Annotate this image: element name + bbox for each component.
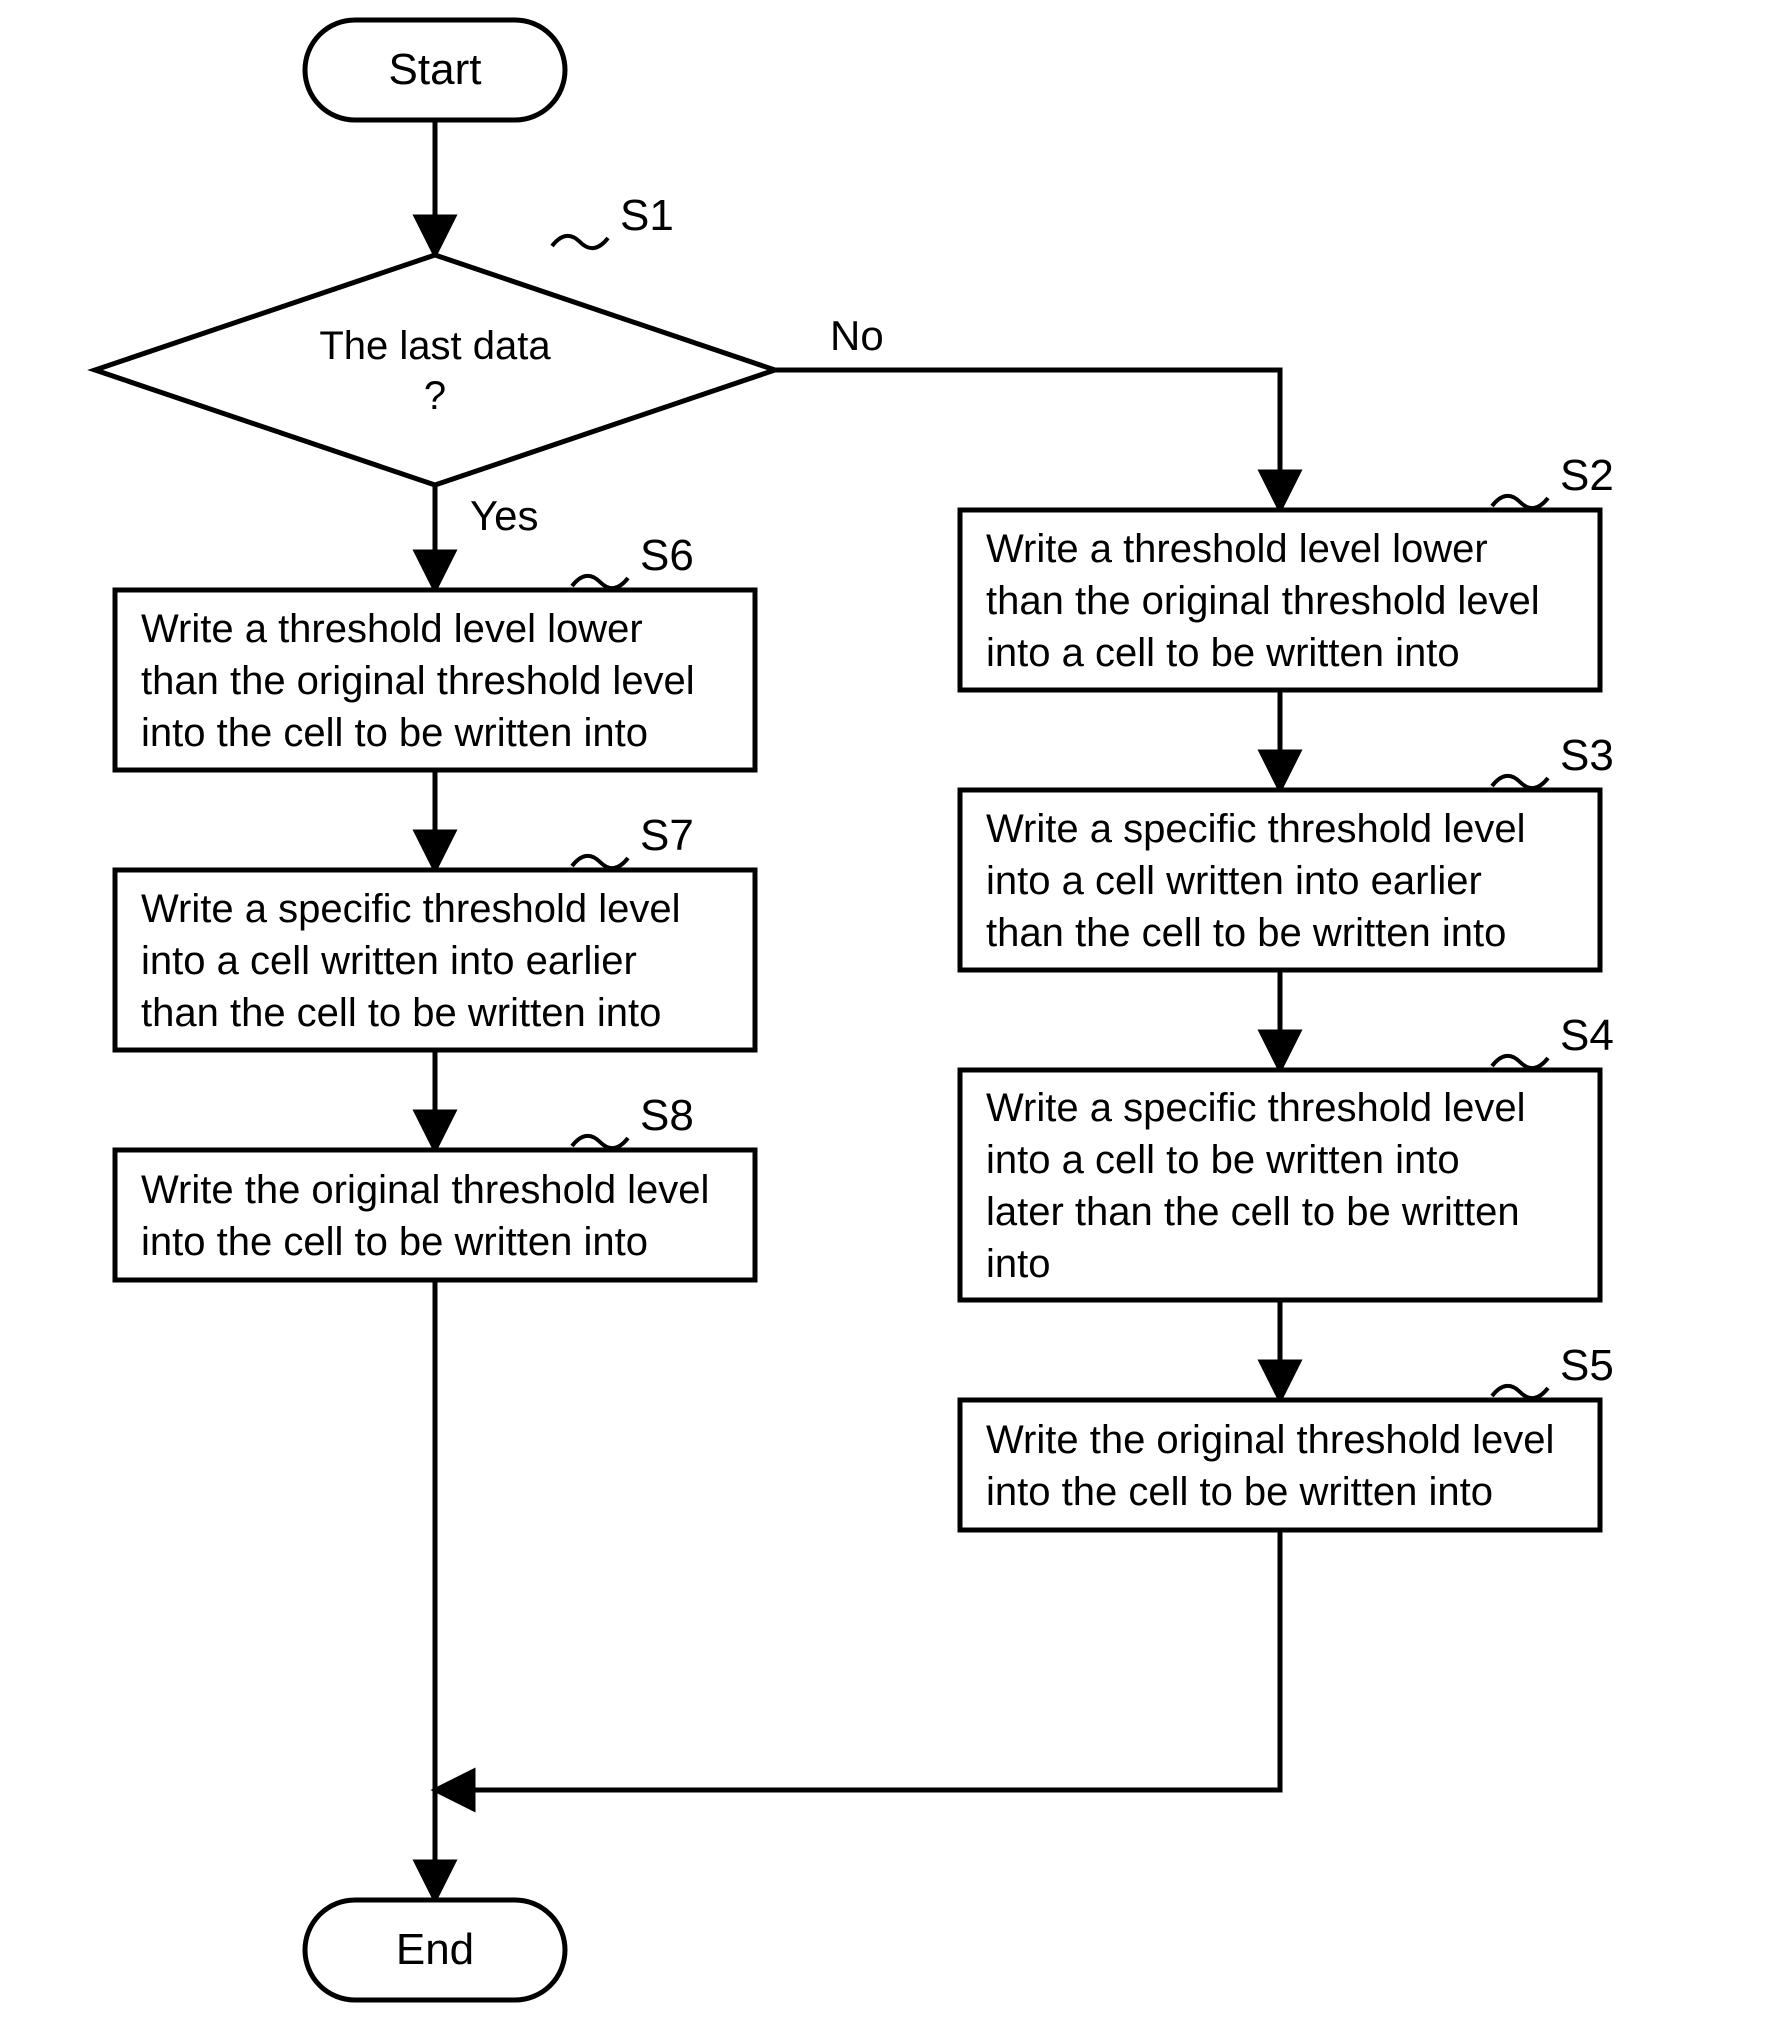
step-squiggle-7 [1492,1386,1548,1398]
step-label-S6: S6 [640,531,694,580]
edge-s5-merge [435,1530,1280,1790]
node-start: Start [305,20,565,120]
step-squiggle-0 [552,236,608,248]
node-s8: Write the original threshold levelinto t… [115,1150,755,1280]
svg-text:Start: Start [389,45,482,94]
node-s2: Write a threshold level lowerthan the or… [960,510,1600,690]
node-s4: Write a specific threshold levelinto a c… [960,1070,1600,1300]
edge-label-yes: Yes [470,492,539,539]
step-label-S1: S1 [620,191,674,240]
step-label-S2: S2 [1560,451,1614,500]
edge-label-no: No [830,312,884,359]
svg-text:Write a specific threshold lev: Write a specific threshold levelinto a c… [141,887,681,1035]
step-label-S3: S3 [1560,731,1614,780]
node-s7: Write a specific threshold levelinto a c… [115,870,755,1050]
step-squiggle-2 [572,856,628,868]
node-end: End [305,1900,565,2000]
step-squiggle-6 [1492,1056,1548,1068]
node-s6: Write a threshold level lowerthan the or… [115,590,755,770]
svg-text:Write a threshold level lowert: Write a threshold level lowerthan the or… [141,607,695,755]
step-label-S8: S8 [640,1091,694,1140]
edge-decision-s2 [775,370,1280,510]
node-s5: Write the original threshold levelinto t… [960,1400,1600,1530]
svg-text:Write a threshold level lowert: Write a threshold level lowerthan the or… [986,527,1540,675]
step-squiggle-4 [1492,496,1548,508]
step-squiggle-3 [572,1136,628,1148]
step-squiggle-1 [572,576,628,588]
flowchart-canvas: Start End The last data? Write a threshold … [0,0,1785,2043]
node-s3: Write a specific threshold levelinto a c… [960,790,1600,970]
step-label-S5: S5 [1560,1341,1614,1390]
step-label-S4: S4 [1560,1011,1614,1060]
node-decision: The last data? [95,255,775,485]
svg-text:Write a specific threshold lev: Write a specific threshold levelinto a c… [986,807,1526,955]
svg-text:End: End [396,1925,474,1974]
step-squiggle-5 [1492,776,1548,788]
step-label-S7: S7 [640,811,694,860]
